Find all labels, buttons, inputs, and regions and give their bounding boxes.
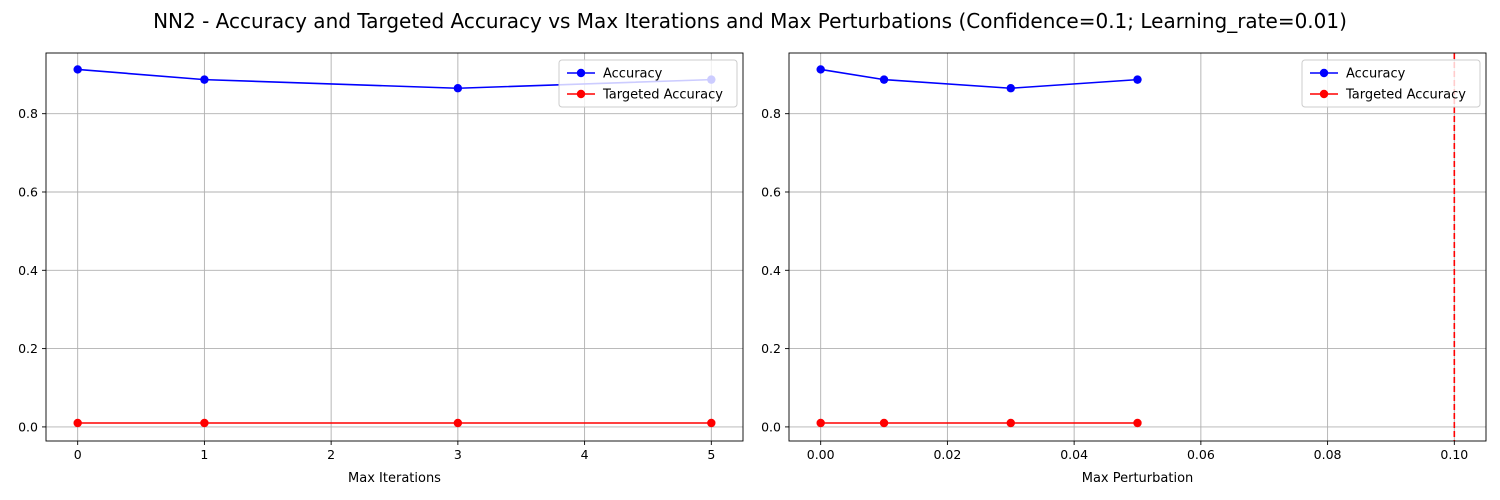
data-point-targeted-accuracy <box>73 418 82 428</box>
chart-panel-max-iterations: 0 1 2 3 4 5 0.0 0.2 0.4 0.6 0.8 Max Iterations Accur… <box>18 52 744 486</box>
x-tick-label: 2 <box>327 447 335 462</box>
y-tick-label: 0.2 <box>18 341 38 356</box>
data-point-targeted-accuracy <box>707 418 716 428</box>
x-tick-label: 0.06 <box>1187 447 1215 462</box>
legend-box <box>1301 59 1481 108</box>
data-point-targeted-accuracy <box>1006 418 1015 428</box>
data-point-accuracy <box>73 65 82 74</box>
data-point-targeted-accuracy <box>200 418 209 428</box>
axes-frame <box>45 52 744 442</box>
x-axis-label: Max Iterations <box>348 471 441 486</box>
y-tick-label: 0.0 <box>761 419 781 434</box>
x-tick-label: 1 <box>200 447 208 462</box>
data-point-accuracy <box>1006 84 1015 93</box>
data-point-accuracy <box>816 65 825 74</box>
legend-marker <box>1319 68 1329 78</box>
y-tick-label: 0.8 <box>761 106 781 121</box>
y-tick-label: 0.2 <box>761 341 781 356</box>
y-tick-label: 0.4 <box>761 263 781 278</box>
legend-marker <box>576 68 586 78</box>
x-tick-label: 5 <box>707 447 715 462</box>
legend-label: Targeted Accuracy <box>1345 88 1466 103</box>
legend-label: Targeted Accuracy <box>602 88 723 103</box>
data-point-targeted-accuracy <box>1133 418 1142 428</box>
x-tick-label: 0.00 <box>807 447 835 462</box>
data-point-accuracy <box>453 84 463 93</box>
x-tick-label: 0 <box>74 447 82 462</box>
data-point-targeted-accuracy <box>816 418 825 428</box>
x-tick-label: 0.02 <box>933 447 961 462</box>
chart-panel-max-perturbation: 0.00 0.02 0.04 0.06 0.08 0.10 0.0 0.2 0.4 0.6 0.8 M… <box>761 52 1487 486</box>
x-tick-label: 3 <box>454 447 462 462</box>
series-line-accuracy <box>820 68 1138 90</box>
x-tick-label: 4 <box>581 447 589 462</box>
y-tick-label: 0.6 <box>761 184 781 199</box>
legend-label: Accuracy <box>1346 67 1406 82</box>
data-point-accuracy <box>200 75 209 84</box>
x-tick-label: 0.08 <box>1314 447 1342 462</box>
legend-label: Accuracy <box>603 67 663 82</box>
legend-marker <box>576 89 586 99</box>
y-tick-label: 0.4 <box>18 263 38 278</box>
y-tick-label: 0.0 <box>18 419 38 434</box>
data-point-targeted-accuracy <box>879 418 889 428</box>
x-tick-label: 0.04 <box>1060 447 1088 462</box>
y-tick-label: 0.8 <box>18 106 38 121</box>
axes-frame <box>788 52 1487 442</box>
data-point-accuracy <box>1133 75 1142 84</box>
data-point-targeted-accuracy <box>453 418 463 428</box>
x-tick-label: 0.10 <box>1440 447 1468 462</box>
figure-title: NN2 - Accuracy and Targeted Accuracy vs … <box>153 9 1347 33</box>
y-tick-label: 0.6 <box>18 184 38 199</box>
data-point-accuracy <box>879 75 889 84</box>
legend-box <box>558 59 738 108</box>
legend-marker <box>1319 89 1329 99</box>
x-axis-label: Max Perturbation <box>1082 471 1194 486</box>
